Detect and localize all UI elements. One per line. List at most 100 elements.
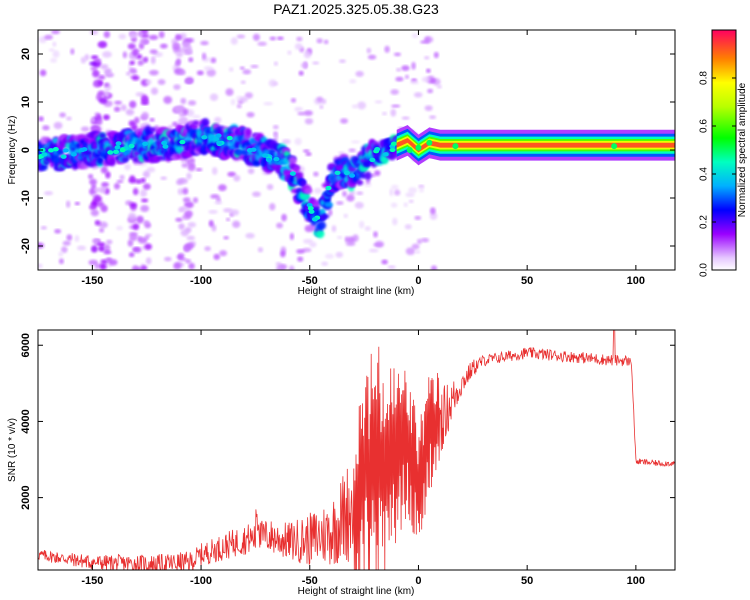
spectrogram-cell: [226, 135, 233, 141]
spectrogram-cell: [62, 240, 71, 246]
spectrogram-cell: [163, 95, 173, 104]
spectrogram-cell: [192, 120, 200, 126]
spectrogram-cell: [236, 34, 246, 39]
spectrogram-y-tick-label: 10: [20, 96, 32, 108]
spectrogram-cell: [426, 68, 431, 73]
spectrogram-cell: [187, 222, 197, 228]
spectrogram-cell: [404, 74, 409, 80]
spectrogram-cell: [356, 191, 364, 196]
spectrogram-cell: [52, 50, 60, 58]
colorbar-gradient: [711, 29, 737, 271]
spectrogram-cell: [128, 120, 136, 127]
spectrogram-cell: [336, 235, 343, 240]
spectrogram-cell: [226, 217, 231, 222]
spectrogram-cell: [137, 236, 148, 244]
spectrogram-cell: [92, 141, 99, 150]
spectrogram-x-tick-label: -150: [81, 275, 103, 287]
spectrogram-cell: [132, 223, 140, 231]
spectrogram-cell: [301, 192, 310, 201]
spectrogram-cell: [349, 173, 356, 178]
spectrogram-cell: [208, 220, 214, 228]
spectrogram-cell: [173, 106, 182, 113]
spectrogram-y-tick-label: -10: [20, 190, 32, 206]
spectrogram-cell: [240, 80, 246, 85]
spectrogram-cell: [142, 170, 151, 178]
spectrogram-cell: [129, 233, 138, 242]
snr-frame: [37, 329, 676, 571]
spectrogram-cell: [143, 183, 151, 190]
spectrogram-cell: [262, 153, 269, 158]
spectrogram-cell: [184, 38, 194, 43]
spectrogram-cell: [140, 198, 149, 203]
spectrogram-cell: [228, 67, 234, 72]
spectrogram-cell: [321, 261, 329, 266]
spectrogram-cell: [336, 201, 344, 205]
spectrogram-cell: [334, 170, 341, 176]
spectrogram-cell: [48, 148, 55, 153]
spectrogram-cell: [401, 65, 410, 71]
spectrogram-cell: [41, 152, 48, 157]
spectrogram-cell: [175, 52, 184, 58]
spectrogram-cell: [313, 199, 321, 207]
spectrogram-cell: [216, 140, 223, 146]
spectrogram-cell: [250, 147, 257, 152]
spectrogram-cell: [161, 140, 168, 146]
spectrogram-cell: [309, 241, 317, 248]
spectrogram-x-tick-label: 50: [521, 275, 533, 287]
spectrogram-cell: [192, 197, 199, 204]
spectrogram-cell: [436, 84, 442, 89]
spectrogram-cell: [122, 51, 127, 59]
spectrogram-cell: [272, 124, 279, 130]
spectrogram-cell: [366, 47, 372, 54]
spectrogram-cell: [99, 263, 107, 270]
spectrogram-cell: [135, 92, 145, 97]
spectrogram-cell: [381, 259, 388, 265]
snr-x-axis-label: Height of straight line (km): [298, 586, 415, 597]
spectrogram-cell: [176, 179, 184, 186]
spectrogram-cell: [141, 265, 148, 270]
spectrogram-cell: [104, 244, 111, 252]
snr-y-tick-label: 4000: [20, 409, 32, 433]
spectrogram-cell: [391, 184, 399, 190]
spectrogram-cell: [98, 228, 105, 233]
spectrogram-cell: [328, 209, 333, 216]
spectrogram-cell: [247, 168, 255, 175]
spectrogram-cell: [125, 71, 131, 76]
spectrogram-cell: [146, 167, 156, 173]
spectrogram-cell: [288, 156, 297, 165]
spectrogram-cell: [96, 201, 105, 208]
spectrogram-cell: [44, 34, 53, 40]
spectrogram-cell: [346, 194, 355, 202]
spectrogram-cell: [369, 157, 376, 163]
snr-x-tick-label: -150: [81, 575, 103, 587]
spectrogram-cell: [304, 187, 313, 194]
spectrogram-cell: [343, 213, 348, 218]
spectrogram-cell: [93, 195, 102, 203]
spectrogram-cell: [302, 149, 310, 153]
spectrogram-cell: [294, 106, 304, 112]
spectrogram-cell: [415, 250, 421, 254]
spectrogram-cell: [414, 215, 422, 220]
spectrogram-cell: [186, 235, 196, 241]
spectrogram-cell: [364, 182, 372, 187]
spectrogram-cell: [374, 170, 381, 176]
spectrogram-cell: [172, 121, 179, 127]
spectrogram-cell: [53, 121, 63, 130]
spectrogram-cell: [103, 250, 112, 255]
spectrogram-cell: [311, 217, 318, 222]
spectrogram-cell: [87, 173, 94, 180]
spectrogram-cell: [135, 54, 143, 60]
spectrogram-cell: [408, 199, 414, 203]
spectrogram-cell: [236, 104, 242, 109]
spectrogram-cell: [430, 265, 438, 270]
spectrogram-cell: [113, 106, 121, 112]
spectrogram-cell: [424, 56, 430, 60]
spectrogram-cell: [174, 34, 181, 41]
spectrogram-cell: [390, 202, 398, 208]
spectrogram-cell: [179, 139, 186, 145]
spectrogram-cell: [392, 217, 398, 226]
spectrogram-cell: [219, 250, 228, 257]
spectrogram-cell: [396, 67, 402, 72]
snr-x-tick-label: 0: [415, 575, 421, 587]
spectrogram-cell: [141, 111, 149, 120]
